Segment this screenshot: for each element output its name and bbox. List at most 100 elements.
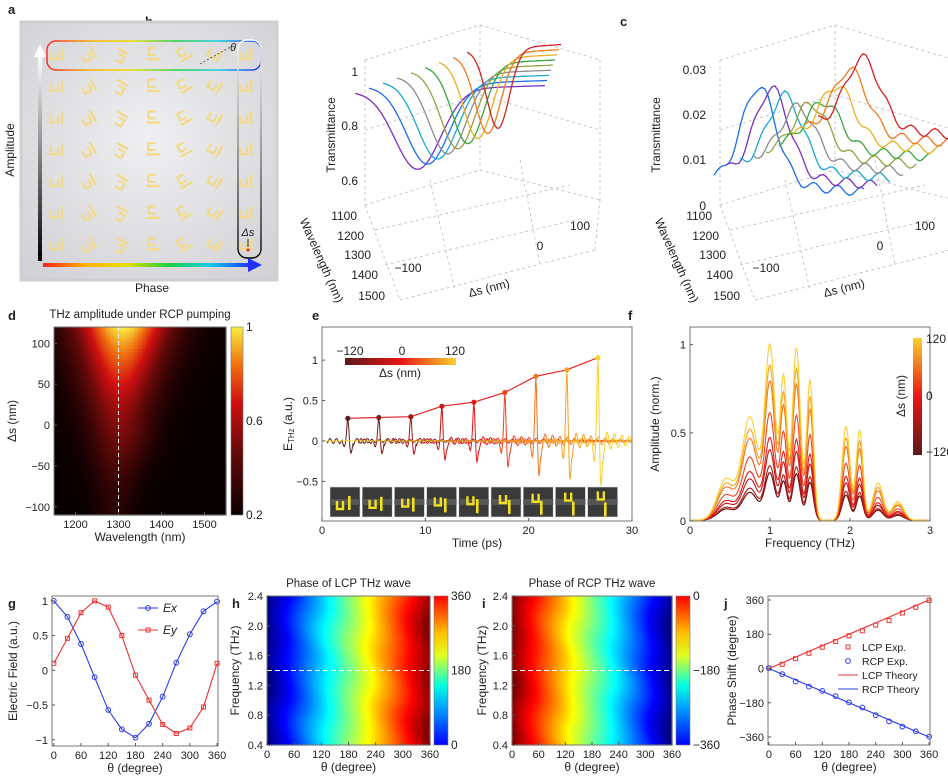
heatmap-cell [174,480,178,485]
heatmap-cell [98,402,102,406]
heatmap-cell [159,493,163,497]
heatmap-cell [176,358,180,363]
ds-colorbar [913,338,922,455]
heatmap-cell [58,414,62,419]
heatmap-cell [90,486,94,491]
heatmap-cell [56,452,60,457]
heatmap-cell [176,399,180,403]
heatmap-cell [169,402,173,406]
heatmap-cell [184,374,188,378]
heatmap-cell [125,455,129,460]
heatmap-cell [132,330,136,334]
heatmap-cell [147,383,151,388]
heatmap-cell [83,417,87,422]
heatmap-cell [117,399,121,403]
heatmap-cell [157,427,161,431]
heatmap-cell [54,367,58,372]
heatmap-cell [162,395,166,400]
heatmap-cell [167,386,171,391]
heatmap-cell [218,508,222,513]
heatmap-cell [206,452,210,457]
heatmap-cell [216,377,220,381]
heatmap-cell [196,408,200,413]
heatmap-cell [189,442,193,447]
heatmap-cell [115,339,119,344]
heatmap-cell [206,468,210,472]
panel-label-g: g [8,596,16,611]
heatmap-cell [54,330,58,334]
heatmap-cell [103,370,107,375]
heatmap-cell [81,377,85,381]
heatmap-cell [142,408,146,413]
heatmap-cell [149,364,153,369]
heatmap-cell [223,480,227,485]
heatmap-cell [162,455,166,460]
heatmap-cell [71,417,75,422]
heatmap-cell [223,502,227,507]
heatmap-cell [179,336,183,341]
heatmap-cell [100,452,104,457]
heatmap-cell [112,395,117,400]
heatmap-cell [95,417,99,422]
heatmap-cell [169,395,173,400]
heatmap-cell [110,477,114,482]
heatmap-cell [61,364,65,369]
heatmap-cell [58,370,62,375]
heatmap-cell [68,493,72,497]
heatmap-cell [78,361,82,366]
heatmap-cell [218,458,222,463]
heatmap-cell [103,417,107,422]
heatmap-cell [169,361,173,366]
meta-atom [238,79,253,93]
heatmap-cell [135,442,139,447]
heatmap-cell [208,505,212,510]
heatmap-cell [56,361,60,366]
heatmap-cell [218,327,222,331]
heatmap-cell [81,383,85,388]
heatmap-cell [93,480,97,485]
heatmap-cell [196,377,200,381]
heatmap-cell [144,427,148,431]
heatmap-cell [208,336,212,341]
peak-marker [595,355,601,361]
heatmap-cell [127,499,131,504]
heatmap-cell [162,399,166,403]
heatmap-cell [54,449,58,453]
heatmap-cell [140,367,144,372]
heatmap-cell [54,464,58,469]
heatmap-cell [144,355,148,359]
heatmap-cell [93,330,97,334]
heatmap-cell [184,411,188,416]
heatmap-cell [90,327,94,331]
heatmap-cell [103,446,107,450]
heatmap-cell [198,361,203,366]
heatmap-cell [63,370,67,375]
panel-label-j: j [723,596,728,611]
heatmap-cell [201,386,205,391]
heatmap-cell [95,399,99,403]
heatmap-cell [112,464,117,469]
heatmap-cell [122,452,126,457]
heatmap-cell [130,377,134,381]
heatmap-cell [164,424,168,428]
heatmap-cell [100,508,104,513]
heatmap-cell [58,477,62,482]
heatmap-cell [68,468,72,472]
heatmap-cell [203,464,207,469]
heatmap-cell [147,342,151,347]
heatmap-cell [78,511,82,516]
heatmap-cell [88,442,92,447]
heatmap-cell [105,395,109,400]
heatmap-cell [221,502,225,507]
heatmap-cell [213,389,217,394]
heatmap-cell [186,355,190,359]
heatmap-cell [93,374,97,378]
heatmap-cell [132,468,136,472]
heatmap-cell [152,417,156,422]
peak-marker [502,389,508,396]
heatmap-cell [169,339,173,344]
heatmap-cell [135,508,139,513]
heatmap-cell [198,489,203,494]
heatmap-cell [159,421,163,425]
heatmap-cell [63,355,67,359]
